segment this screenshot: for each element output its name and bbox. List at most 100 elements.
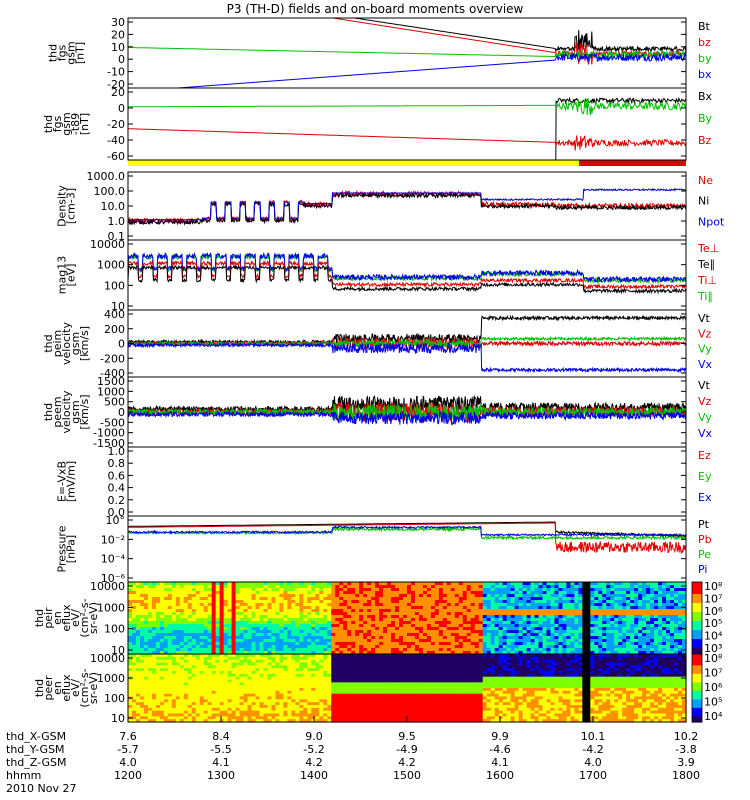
time-axis-value: -4.6 xyxy=(489,743,510,756)
y-tick-label: 1.0 xyxy=(108,445,126,458)
legend-ti⊥: Ti⊥ xyxy=(697,274,717,287)
legend-pt: Pt xyxy=(698,518,710,531)
colorbar-tick: 10⁷ xyxy=(704,592,722,605)
series-bx xyxy=(170,52,686,88)
y-tick-label: -60 xyxy=(107,150,125,163)
colorbar-tick: 10³ xyxy=(704,642,722,655)
series-Vy xyxy=(128,335,686,349)
y-tick-label: 1000 xyxy=(97,601,125,614)
y-tick-label: -20 xyxy=(107,78,125,91)
chart-title: P3 (TH-D) fields and on-board moments ov… xyxy=(226,2,524,16)
time-axis-value: 1800 xyxy=(672,769,700,782)
time-axis-value: 1300 xyxy=(207,769,235,782)
legend-bt: Bt xyxy=(698,20,711,33)
y-axis-label: Pressure xyxy=(56,525,69,572)
y-tick-label: 1000 xyxy=(97,259,125,272)
y-axis-label: sr-eV) xyxy=(87,672,100,704)
y-tick-label: 10 xyxy=(111,712,125,725)
time-axis-row-label: thd_X-GSM xyxy=(6,730,66,743)
y-tick-label: -1000 xyxy=(93,427,125,440)
colorbar-tick: 10⁶ xyxy=(704,605,723,618)
legend-vy: Vy xyxy=(698,411,712,424)
y-axis-label: thd xyxy=(47,44,60,62)
legend-te⊥: Te⊥ xyxy=(697,242,719,255)
y-axis-label: eV/ xyxy=(69,609,82,627)
y-axis-label: [nT] xyxy=(78,113,91,135)
series-Bt xyxy=(351,18,686,53)
colorbar-peir-eflux xyxy=(691,581,703,655)
y-tick-label: 0.6 xyxy=(108,469,126,482)
y-tick-label: 100 xyxy=(104,279,125,292)
y-axis-label: velocity xyxy=(60,322,73,365)
y-axis-label: [km/s] xyxy=(78,326,91,361)
y-axis-label: gsm xyxy=(60,112,73,135)
time-axis-date: 2010 Nov 27 xyxy=(6,782,76,795)
y-axis-label: thd xyxy=(42,334,55,352)
y-axis-label: mag13 xyxy=(56,256,69,294)
legend-ez: Ez xyxy=(698,449,711,462)
time-axis-value: 9.0 xyxy=(305,730,323,743)
colorbar-tick: 10⁸ xyxy=(704,580,723,593)
y-tick-label: 0 xyxy=(118,53,125,66)
time-axis-value: -5.7 xyxy=(117,743,138,756)
y-tick-label: 1000 xyxy=(97,672,125,685)
y-tick-label: 0.1 xyxy=(108,230,126,243)
legend-bx: Bx xyxy=(698,90,713,103)
time-axis-value: 4.2 xyxy=(398,756,416,769)
time-axis-value: -4.2 xyxy=(582,743,603,756)
time-axis-row-label: hhmm xyxy=(6,769,41,782)
y-tick-label: 0.8 xyxy=(108,457,126,470)
colorbar-tick: 10⁸ xyxy=(704,652,723,665)
series-by xyxy=(128,47,686,61)
series-Pt xyxy=(128,521,686,538)
legend-vx: Vx xyxy=(698,358,713,371)
time-axis-value: 1400 xyxy=(300,769,328,782)
y-tick-label: 10 xyxy=(111,644,125,657)
time-axis-value: 1200 xyxy=(114,769,142,782)
spectrogram-peer-eflux xyxy=(128,654,687,723)
y-tick-label: 0.0 xyxy=(108,506,126,519)
time-axis-value: -4.9 xyxy=(396,743,417,756)
y-axis-label: eflux xyxy=(60,604,73,632)
y-tick-label: 400 xyxy=(104,308,125,321)
legend-bx: bx xyxy=(698,68,712,81)
time-axis-value: 4.1 xyxy=(212,756,230,769)
legend-ey: Ey xyxy=(698,470,712,483)
y-tick-label: 1.0 xyxy=(108,215,126,228)
colorbar-tick: 10⁷ xyxy=(704,667,722,680)
y-tick-label: 10⁻² xyxy=(101,533,125,546)
time-axis-value: 3.9 xyxy=(677,756,695,769)
legend-ne: Ne xyxy=(698,174,713,187)
time-axis-value: -5.2 xyxy=(303,743,324,756)
y-axis-label: peir xyxy=(42,607,55,629)
y-axis-label: eflux xyxy=(60,674,73,702)
series-Te-perp xyxy=(128,259,686,291)
colorbar-tick: 10⁴ xyxy=(704,710,723,723)
y-axis-label: [eV] xyxy=(65,264,78,287)
time-axis-value: 4.0 xyxy=(119,756,137,769)
y-axis-label: gsm xyxy=(69,400,82,423)
time-axis-row-label: thd_Y-GSM xyxy=(6,743,65,756)
y-axis-label: peim xyxy=(51,330,64,358)
time-axis-value: 4.0 xyxy=(584,756,602,769)
time-axis-value: -3.8 xyxy=(675,743,696,756)
colorbar-tick: 10⁵ xyxy=(704,617,722,630)
y-tick-label: 10⁻⁶ xyxy=(101,572,126,585)
y-tick-label: 0 xyxy=(118,102,125,115)
legend-vt: Vt xyxy=(698,379,711,392)
y-axis-label: thd xyxy=(33,609,46,627)
y-axis-label: eV/ xyxy=(69,679,82,697)
time-axis-value: 8.4 xyxy=(212,730,230,743)
y-tick-label: 1000.0 xyxy=(87,170,126,183)
y-tick-label: 10 xyxy=(111,300,125,313)
y-axis-label: fgs xyxy=(56,44,69,61)
time-axis-value: 1500 xyxy=(393,769,421,782)
legend-pi: Pi xyxy=(698,563,707,576)
y-axis-label: peer xyxy=(42,675,55,701)
time-axis-value: 4.2 xyxy=(305,756,323,769)
legend-by: by xyxy=(698,52,712,65)
y-axis-label: Density xyxy=(56,185,69,227)
y-axis-label: -t89 xyxy=(69,113,82,135)
series-Pb xyxy=(128,522,686,554)
